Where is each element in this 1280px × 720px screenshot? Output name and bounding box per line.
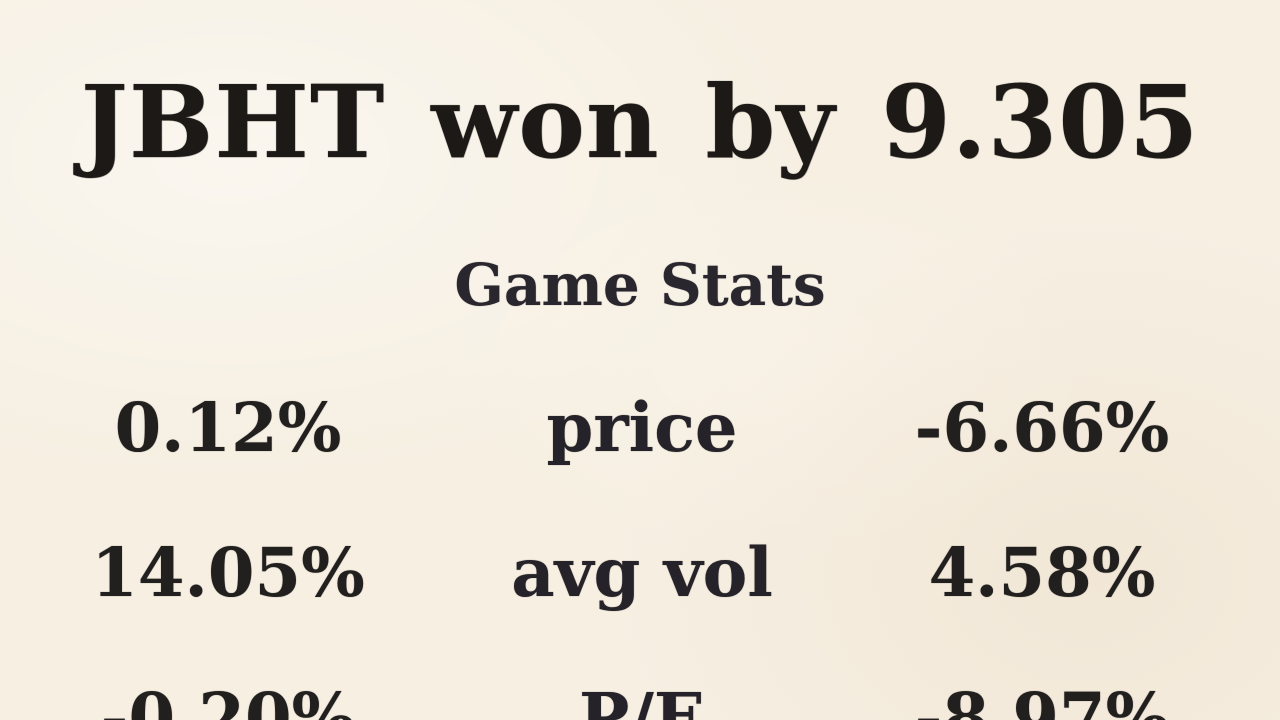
stat-value-left-pe: -0.20% — [100, 678, 356, 720]
stat-value-right-pe: -8.97% — [914, 678, 1170, 720]
stat-value-right-price: -6.66% — [914, 388, 1170, 467]
stats-section-title: Game Stats — [454, 251, 826, 319]
stat-label-avg-vol: avg vol — [511, 533, 773, 612]
stat-value-left-avg-vol: 14.05% — [91, 533, 365, 612]
stat-value-right-avg-vol: 4.58% — [928, 533, 1156, 612]
stat-value-left-price: 0.12% — [114, 388, 342, 467]
stat-label-price: price — [546, 388, 738, 467]
stats-table: 0.12% price -6.66% 14.05% avg vol 4.58% … — [0, 355, 1256, 720]
stat-label-pe: P/E — [579, 678, 705, 720]
result-title: JBHT won by 9.305 — [80, 63, 1200, 181]
